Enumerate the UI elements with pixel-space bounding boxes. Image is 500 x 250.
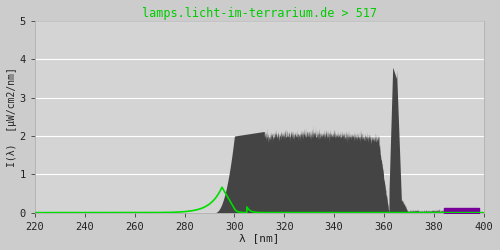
Title: lamps.licht-im-terrarium.de > 517: lamps.licht-im-terrarium.de > 517 — [142, 7, 377, 20]
Y-axis label: I(λ)  [µW/cm2/nm]: I(λ) [µW/cm2/nm] — [7, 67, 17, 167]
X-axis label: λ [nm]: λ [nm] — [239, 233, 280, 243]
